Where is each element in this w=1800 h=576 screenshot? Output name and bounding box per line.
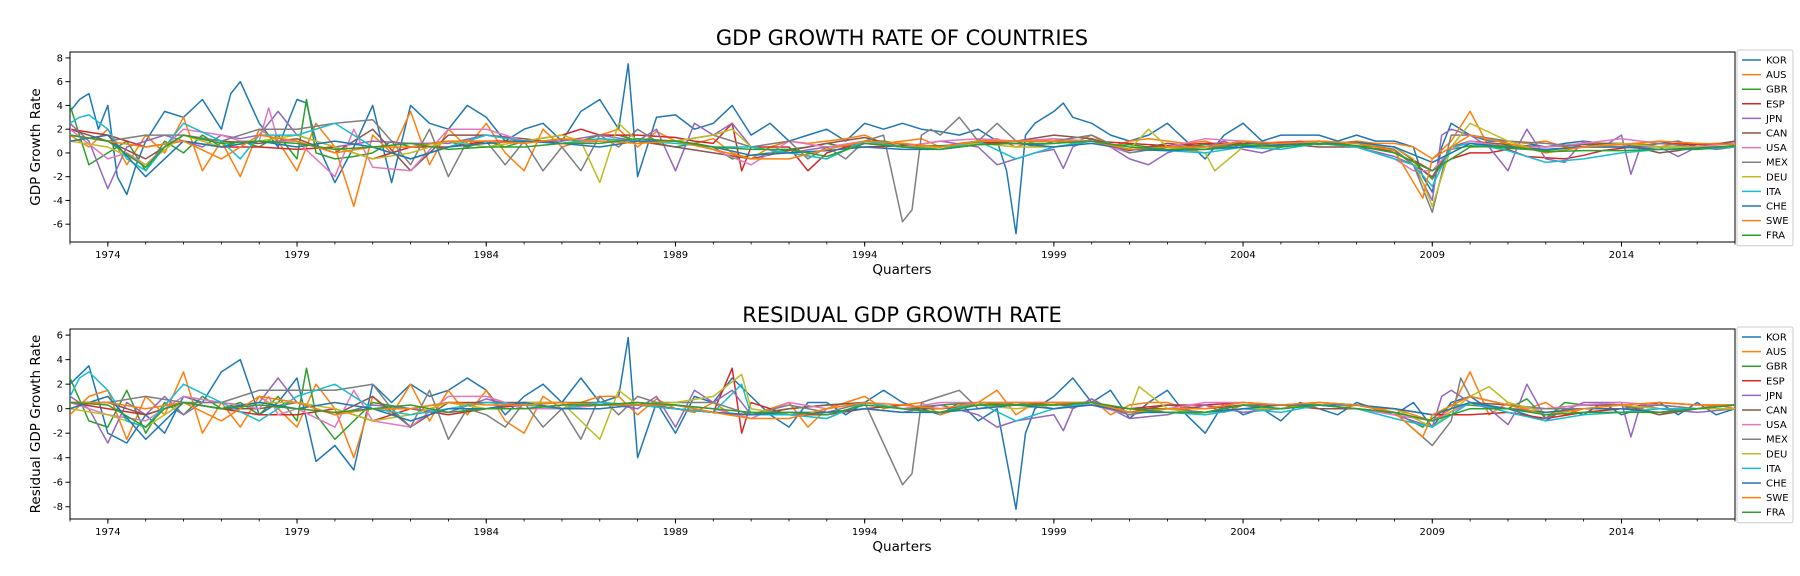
legend-frame [1736,49,1794,247]
y-tick-label: 4 [57,355,63,366]
x-axis-label: Quarters [872,262,931,278]
legend-label: USA [1766,143,1787,154]
series-line-aus [70,371,1735,459]
x-tick-label: 1974 [95,250,120,261]
series-lines [70,336,1735,510]
legend-label: KOR [1766,333,1787,344]
series-line-ita [70,371,1735,428]
chart-residual-gdp-growth: RESIDUAL GDP GROWTH RATE 1974 1979 1984 198… [28,303,1794,555]
x-tick-label: 1984 [474,527,499,538]
y-tick-label: 6 [57,331,63,342]
series-line-mex [70,116,1735,223]
legend-label: KOR [1766,56,1787,67]
x-tick-label: 1999 [1041,250,1066,261]
x-tick-label: 2004 [1230,250,1255,261]
y-axis-label: GDP Growth Rate [28,88,44,205]
x-tick-label: 1989 [663,250,688,261]
chart-title: RESIDUAL GDP GROWTH RATE [742,303,1061,327]
chart-title: GDP GROWTH RATE OF COUNTRIES [716,26,1088,50]
x-axis-label: Quarters [872,539,931,555]
legend-label: ITA [1766,464,1781,475]
legend-label: USA [1766,420,1787,431]
x-tick-label: 2014 [1609,527,1634,538]
y-tick-label: 2 [57,125,63,136]
y-tick-label: -8 [53,502,63,513]
x-tick-label: 2014 [1609,250,1634,261]
legend-label: ESP [1766,376,1785,387]
x-tick-label: 1979 [284,527,309,538]
legend-label: JPN [1765,391,1782,402]
series-line-jpn [70,110,1735,202]
x-tick-label: 1984 [474,250,499,261]
series-line-che [70,134,1735,178]
legend-label: JPN [1765,114,1782,125]
legend-label: CHE [1766,202,1787,213]
legend-label: AUS [1766,70,1787,81]
y-tick-label: -4 [53,196,63,207]
series-line-deu [70,122,1735,208]
series-line-mex [70,377,1735,486]
x-tick-label: 1979 [284,250,309,261]
y-tick-label: -2 [53,429,63,440]
legend-label: FRA [1766,231,1785,242]
legend-label: DEU [1766,172,1787,183]
legend-label: CHE [1766,479,1787,490]
series-line-swe [70,134,1735,199]
x-tick-label: 1994 [852,527,877,538]
legend-label: ESP [1766,99,1785,110]
legend-label: MEX [1766,435,1788,446]
legend: KOR AUS GBR ESP JPN CAN USA MEX DEU ITA CHE SWE FRA [1736,49,1794,247]
legend-label: FRA [1766,508,1785,519]
y-tick-label: 2 [57,380,63,391]
axis-ticks: 1974 1979 1984 1989 1994 1999 2004 2009 2014 -8 -6… [53,331,1736,538]
legend-label: SWE [1766,216,1789,227]
series-line-fra [70,134,1735,172]
y-tick-label: -6 [53,220,63,231]
legend-label: MEX [1766,158,1788,169]
legend-label: CAN [1766,129,1787,140]
y-tick-label: 0 [57,404,63,415]
y-tick-label: 0 [57,148,63,159]
y-tick-label: -2 [53,172,63,183]
series-lines [70,63,1735,235]
x-tick-label: 2009 [1420,527,1445,538]
series-line-swe [70,395,1735,438]
x-tick-label: 2004 [1230,527,1255,538]
series-line-esp [70,367,1735,434]
y-tick-label: -4 [53,453,63,464]
plot-area [69,328,1736,520]
y-tick-label: 4 [57,101,63,112]
legend-label: CAN [1766,406,1787,417]
legend-label: GBR [1766,362,1788,373]
legend: KOR AUS GBR ESP JPN CAN USA MEX DEU ITA CHE SWE FRA [1736,326,1794,524]
x-tick-label: 1974 [95,527,120,538]
legend-frame [1736,326,1794,524]
x-tick-label: 2009 [1420,250,1445,261]
legend-label: AUS [1766,347,1787,358]
series-line-fra [70,401,1735,428]
x-tick-label: 1994 [852,250,877,261]
legend-label: GBR [1766,85,1788,96]
x-tick-label: 1989 [663,527,688,538]
legend-label: DEU [1766,449,1787,460]
legend-label: SWE [1766,493,1789,504]
chart-gdp-growth: GDP GROWTH RATE OF COUNTRIES 1974 1979 198… [28,26,1794,278]
y-tick-label: 8 [57,53,63,64]
legend-label: ITA [1766,187,1781,198]
series-line-che [70,395,1735,441]
x-tick-label: 1999 [1041,527,1066,538]
y-tick-label: -6 [53,478,63,489]
axis-ticks: 1974 1979 1984 1989 1994 1999 2004 2009 2014 -6 -4… [53,53,1736,261]
y-axis-label: Residual GDP Growth Rate [28,335,44,514]
y-tick-label: 6 [57,77,63,88]
series-line-kor [70,336,1735,510]
